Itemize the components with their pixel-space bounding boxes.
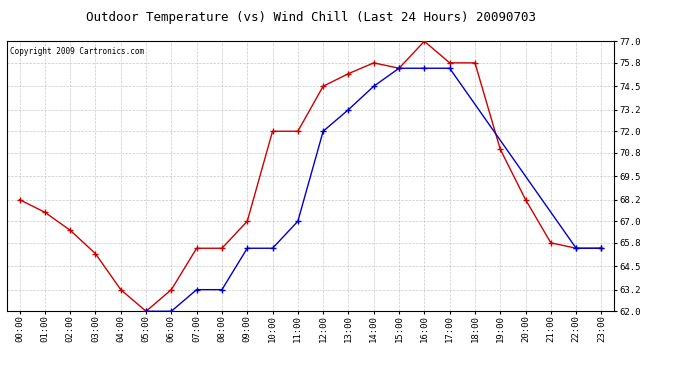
Text: Copyright 2009 Cartronics.com: Copyright 2009 Cartronics.com: [10, 46, 144, 56]
Text: Outdoor Temperature (vs) Wind Chill (Last 24 Hours) 20090703: Outdoor Temperature (vs) Wind Chill (Las…: [86, 11, 535, 24]
